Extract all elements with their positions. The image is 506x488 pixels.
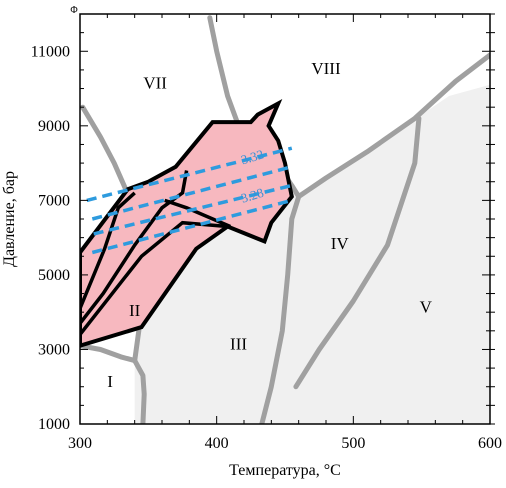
region-label-iv: IV <box>331 234 350 253</box>
x-tick-label: 400 <box>205 435 229 452</box>
isoline-2 <box>91 165 293 221</box>
region-label-viii: VIII <box>311 59 341 78</box>
corner-mark: Φ <box>70 5 77 16</box>
isoline-label-1: 3.32 <box>239 146 265 167</box>
isoline-label-2: 3.28 <box>239 185 265 206</box>
region-label-v: V <box>420 297 433 316</box>
y-tick-label: 11000 <box>31 43 70 60</box>
y-tick-label: 5000 <box>38 267 70 284</box>
inner-line-4 <box>164 198 231 229</box>
y-tick-label: 3000 <box>38 341 70 358</box>
isoline-3 <box>93 183 293 236</box>
isoline-1 <box>86 146 293 203</box>
y-tick-label: 9000 <box>38 118 70 135</box>
y-tick-label: 7000 <box>38 192 70 209</box>
x-tick-label: 600 <box>478 435 502 452</box>
isoline-4 <box>91 198 293 255</box>
region-label-iii: III <box>230 335 247 354</box>
boundary-I-II <box>80 343 138 364</box>
shaded-area <box>134 84 490 424</box>
y-axis-title: Давление, бар <box>1 171 18 267</box>
y-tick-label: 1000 <box>38 416 70 433</box>
x-tick-label: 500 <box>341 435 365 452</box>
boundary-VIII-IV <box>296 52 490 200</box>
boundary-IV-V <box>293 115 422 390</box>
inner-line-2 <box>80 170 189 325</box>
region-label-vii: VII <box>143 74 167 93</box>
x-tick-label: 300 <box>68 435 92 452</box>
boundary-I-right <box>132 358 147 424</box>
region-label-i: I <box>107 372 113 391</box>
region-label-ii: II <box>129 301 141 320</box>
x-axis-title: Температура, °С <box>229 462 341 479</box>
boundary-III-IV <box>259 194 302 424</box>
